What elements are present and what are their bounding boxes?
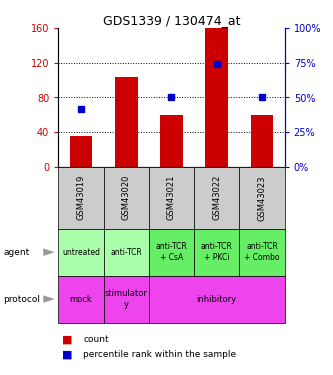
Bar [115,77,138,167]
Bar [160,115,183,167]
Text: inhibitory: inhibitory [197,295,237,304]
Text: anti-TCR: anti-TCR [110,248,142,256]
Bar [70,136,92,167]
Text: protocol: protocol [3,295,40,304]
Text: GSM43020: GSM43020 [122,175,131,220]
Text: count: count [83,335,109,344]
Text: anti-TCR
+ PKCi: anti-TCR + PKCi [201,243,233,262]
Text: anti-TCR
+ Combo: anti-TCR + Combo [244,243,280,262]
Polygon shape [43,296,55,303]
Text: percentile rank within the sample: percentile rank within the sample [83,350,236,359]
Text: anti-TCR
+ CsA: anti-TCR + CsA [156,243,187,262]
Bar [205,28,228,167]
Text: GSM43022: GSM43022 [212,175,221,220]
Text: ■: ■ [62,350,72,359]
Bar [251,115,273,167]
Text: agent: agent [3,248,30,256]
Polygon shape [43,249,55,256]
Text: GSM43021: GSM43021 [167,175,176,220]
Title: GDS1339 / 130474_at: GDS1339 / 130474_at [103,14,240,27]
Text: GSM43023: GSM43023 [257,175,267,220]
Text: stimulator
y: stimulator y [105,290,148,309]
Text: GSM43019: GSM43019 [76,175,86,220]
Text: untreated: untreated [62,248,100,256]
Text: ■: ■ [62,334,72,344]
Text: mock: mock [70,295,92,304]
